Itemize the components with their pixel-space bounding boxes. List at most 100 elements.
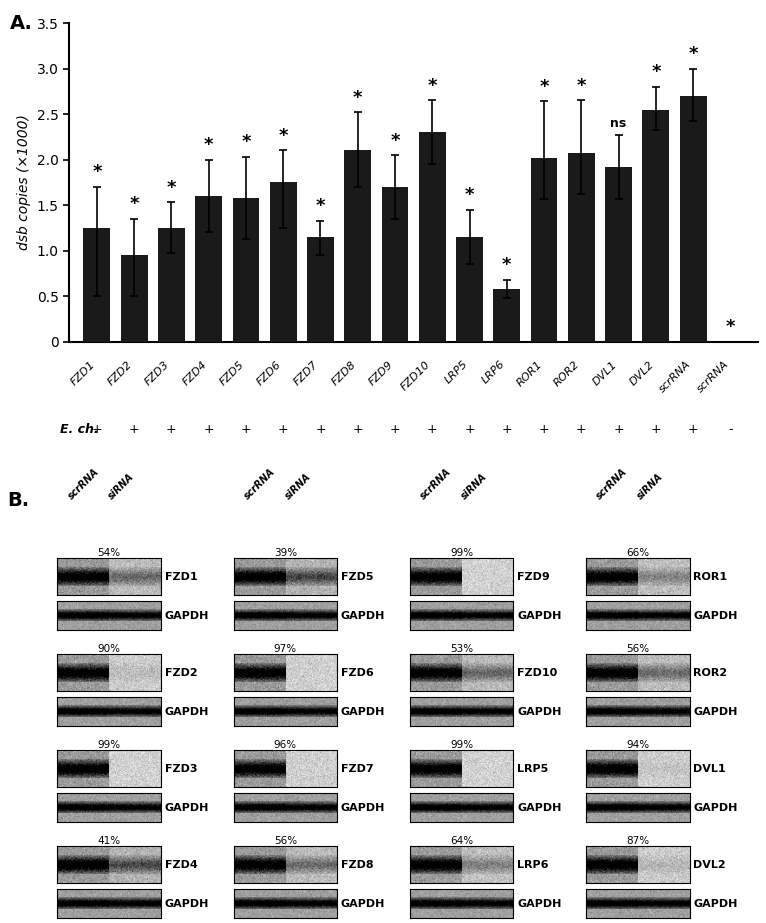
Text: +: + xyxy=(390,423,401,436)
Text: FZD8: FZD8 xyxy=(341,860,374,869)
Bar xyxy=(307,237,334,342)
Text: GAPDH: GAPDH xyxy=(693,899,738,908)
Text: *: * xyxy=(539,78,548,96)
Text: scrRNA: scrRNA xyxy=(594,466,630,501)
Text: *: * xyxy=(167,179,176,197)
Text: 56%: 56% xyxy=(626,644,650,653)
Text: *: * xyxy=(129,196,139,213)
Text: B.: B. xyxy=(8,491,30,510)
Text: A.: A. xyxy=(10,14,33,32)
Text: 53%: 53% xyxy=(450,644,473,653)
Text: siRNA: siRNA xyxy=(283,472,313,501)
Text: +: + xyxy=(92,423,102,436)
Text: +: + xyxy=(352,423,363,436)
Text: +: + xyxy=(576,423,587,436)
Text: *: * xyxy=(502,257,512,274)
Text: FZD6: FZD6 xyxy=(341,668,374,677)
Text: ROR1: ROR1 xyxy=(693,572,728,581)
Text: -: - xyxy=(728,423,732,436)
Text: GAPDH: GAPDH xyxy=(165,899,209,908)
Text: GAPDH: GAPDH xyxy=(341,899,385,908)
Text: FZD4: FZD4 xyxy=(181,359,208,388)
Text: FZD1: FZD1 xyxy=(69,359,97,388)
Text: FZD2: FZD2 xyxy=(106,359,134,388)
Text: scrRNA: scrRNA xyxy=(66,466,101,501)
Text: +: + xyxy=(315,423,326,436)
Text: 97%: 97% xyxy=(273,644,297,653)
Text: ns: ns xyxy=(611,116,627,129)
Text: GAPDH: GAPDH xyxy=(693,611,738,620)
Text: FZD2: FZD2 xyxy=(165,668,198,677)
Text: 54%: 54% xyxy=(97,548,121,557)
Text: 66%: 66% xyxy=(626,548,650,557)
Text: GAPDH: GAPDH xyxy=(517,707,561,716)
Text: FZD1: FZD1 xyxy=(165,572,198,581)
Text: scrRNA: scrRNA xyxy=(695,359,731,395)
Text: GAPDH: GAPDH xyxy=(341,803,385,812)
Text: FZD5: FZD5 xyxy=(218,359,246,388)
Text: GAPDH: GAPDH xyxy=(341,707,385,716)
Text: GAPDH: GAPDH xyxy=(341,611,385,620)
Text: ROR2: ROR2 xyxy=(552,359,581,389)
Bar xyxy=(381,186,408,342)
Text: DVL1: DVL1 xyxy=(693,764,726,773)
Text: GAPDH: GAPDH xyxy=(693,707,738,716)
Bar xyxy=(121,255,148,342)
Text: FZD10: FZD10 xyxy=(399,359,432,392)
Text: +: + xyxy=(427,423,437,436)
Text: GAPDH: GAPDH xyxy=(693,803,738,812)
Text: GAPDH: GAPDH xyxy=(517,803,561,812)
Text: GAPDH: GAPDH xyxy=(517,899,561,908)
Text: siRNA: siRNA xyxy=(106,472,136,501)
Text: LRP6: LRP6 xyxy=(517,860,548,869)
Text: ROR1: ROR1 xyxy=(515,359,544,389)
Text: +: + xyxy=(166,423,177,436)
Text: 90%: 90% xyxy=(98,644,121,653)
Text: +: + xyxy=(241,423,251,436)
Text: *: * xyxy=(204,136,214,154)
Text: 41%: 41% xyxy=(97,836,121,845)
Text: FZD7: FZD7 xyxy=(341,764,374,773)
Text: *: * xyxy=(316,198,326,215)
Text: FZD6: FZD6 xyxy=(255,359,283,388)
Text: FZD4: FZD4 xyxy=(165,860,198,869)
Bar xyxy=(531,158,558,342)
Text: GAPDH: GAPDH xyxy=(165,611,209,620)
Text: 99%: 99% xyxy=(450,548,473,557)
Bar xyxy=(270,183,296,342)
Y-axis label: dsb copies (×1000): dsb copies (×1000) xyxy=(17,114,31,250)
Text: 39%: 39% xyxy=(273,548,297,557)
Text: GAPDH: GAPDH xyxy=(165,803,209,812)
Text: 96%: 96% xyxy=(273,740,297,749)
Text: E. ch.: E. ch. xyxy=(60,423,98,436)
Text: FZD3: FZD3 xyxy=(143,359,172,388)
Text: scrRNA: scrRNA xyxy=(242,466,277,501)
Text: FZD9: FZD9 xyxy=(517,572,550,581)
Text: scrRNA: scrRNA xyxy=(418,466,453,501)
Text: FZD8: FZD8 xyxy=(329,359,358,388)
Text: FZD5: FZD5 xyxy=(341,572,374,581)
Text: FZD3: FZD3 xyxy=(165,764,198,773)
Text: 87%: 87% xyxy=(626,836,650,845)
Text: +: + xyxy=(203,423,214,436)
Text: *: * xyxy=(651,64,660,81)
Bar xyxy=(195,196,222,342)
Text: GAPDH: GAPDH xyxy=(165,707,209,716)
Text: DVL1: DVL1 xyxy=(591,359,619,387)
Text: *: * xyxy=(465,186,474,204)
Text: DVL2: DVL2 xyxy=(693,860,726,869)
Text: siRNA: siRNA xyxy=(459,472,489,501)
Bar xyxy=(345,150,372,342)
Text: 64%: 64% xyxy=(450,836,473,845)
Text: +: + xyxy=(502,423,512,436)
Text: GAPDH: GAPDH xyxy=(517,611,561,620)
Text: *: * xyxy=(427,77,437,95)
Text: *: * xyxy=(241,134,250,151)
Bar xyxy=(158,228,185,342)
Text: +: + xyxy=(614,423,624,436)
Text: *: * xyxy=(353,89,362,107)
Text: *: * xyxy=(577,77,586,95)
Text: +: + xyxy=(538,423,549,436)
Text: DVL2: DVL2 xyxy=(628,359,656,387)
Text: FZD9: FZD9 xyxy=(367,359,395,388)
